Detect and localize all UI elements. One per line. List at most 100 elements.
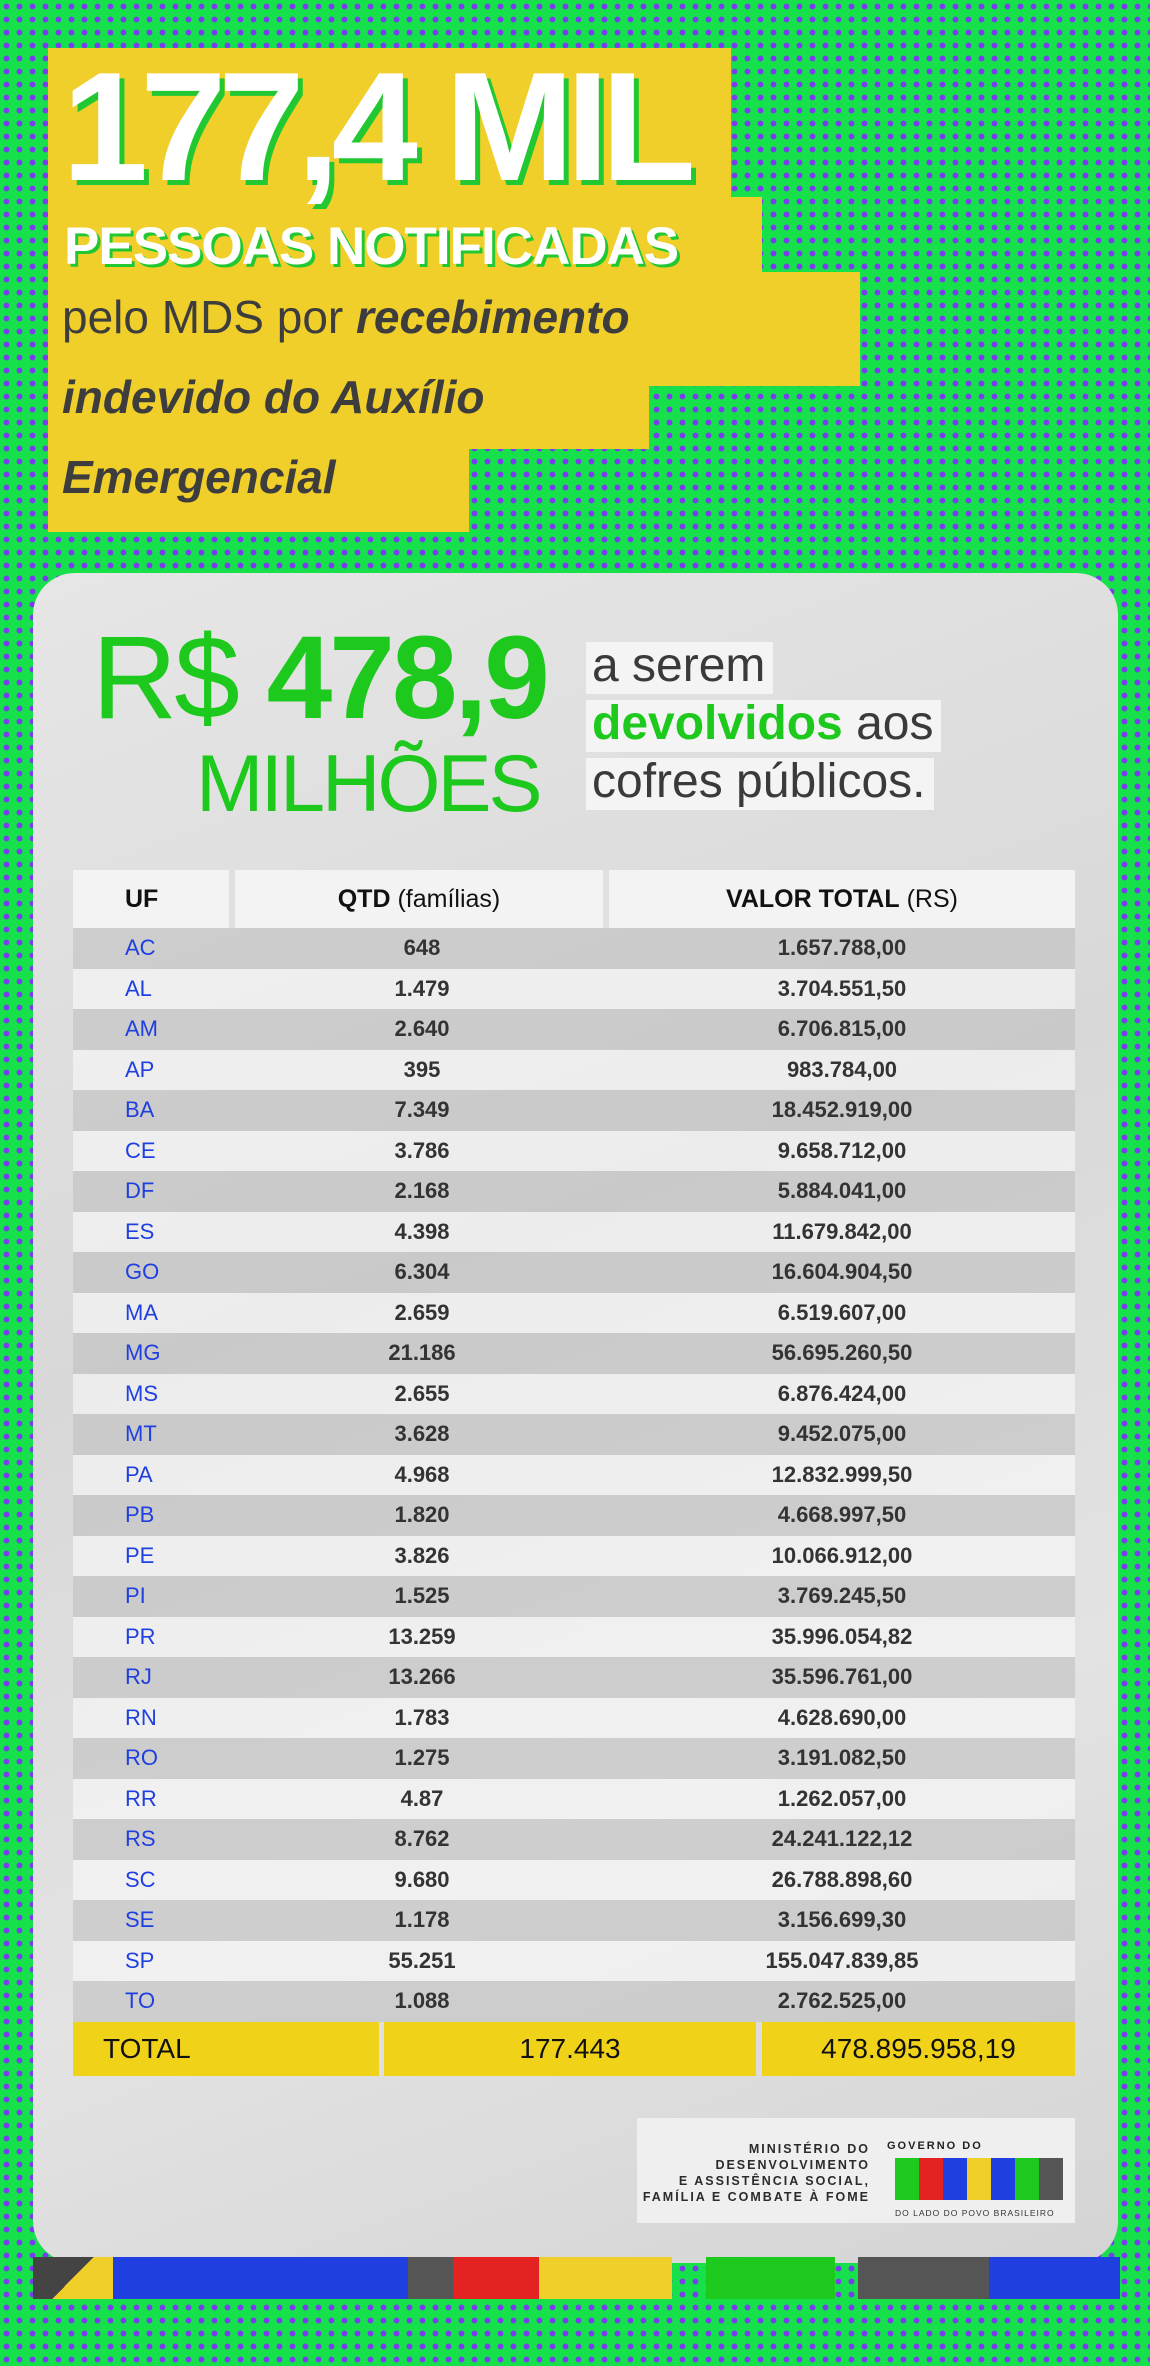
ministry-logo: MINISTÉRIO DO DESENVOLVIMENTO E ASSISTÊN… bbox=[643, 2141, 870, 2205]
subheadline: PESSOAS NOTIFICADAS bbox=[64, 217, 679, 276]
cell-qtd: 3.786 bbox=[235, 1130, 609, 1171]
table-row: TO 1.088 2.762.525,00 bbox=[73, 1981, 1075, 2022]
table-row: SC 9.680 26.788.898,60 bbox=[73, 1859, 1075, 1900]
cell-valor: 56.695.260,50 bbox=[609, 1333, 1075, 1374]
cell-uf: AM bbox=[73, 1009, 235, 1050]
stripe bbox=[113, 2257, 408, 2299]
stripe bbox=[453, 2257, 539, 2299]
stripe bbox=[33, 2257, 113, 2299]
cell-qtd: 1.783 bbox=[235, 1697, 609, 1738]
cell-qtd: 1.820 bbox=[235, 1495, 609, 1536]
cell-valor: 3.704.551,50 bbox=[609, 968, 1075, 1009]
cell-valor: 3.156.699,30 bbox=[609, 1900, 1075, 1941]
table-row: PB 1.820 4.668.997,50 bbox=[73, 1495, 1075, 1536]
text: VALOR TOTAL bbox=[726, 884, 900, 913]
cell-uf: GO bbox=[73, 1252, 235, 1293]
cell-uf: MT bbox=[73, 1414, 235, 1455]
cell-uf: AL bbox=[73, 968, 235, 1009]
cell-uf: PA bbox=[73, 1454, 235, 1495]
text: Auxílio bbox=[331, 371, 485, 423]
stripe bbox=[539, 2257, 672, 2299]
cell-valor: 3.191.082,50 bbox=[609, 1738, 1075, 1779]
cell-valor: 155.047.839,85 bbox=[609, 1940, 1075, 1981]
cell-qtd: 2.168 bbox=[235, 1171, 609, 1212]
text: QTD bbox=[337, 884, 391, 913]
gov-tagline: DO LADO DO POVO BRASILEIRO bbox=[895, 2208, 1055, 2218]
cell-valor: 1.657.788,00 bbox=[609, 928, 1075, 969]
cell-uf: RR bbox=[73, 1778, 235, 1819]
cell-qtd: 4.87 bbox=[235, 1778, 609, 1819]
table-row: AC 648 1.657.788,00 bbox=[73, 928, 1075, 969]
cell-uf: PR bbox=[73, 1616, 235, 1657]
text: recebimento bbox=[356, 291, 630, 343]
header-qtd: QTD (famílias) bbox=[235, 870, 609, 928]
total-label: TOTAL bbox=[73, 2022, 379, 2076]
cell-qtd: 1.275 bbox=[235, 1738, 609, 1779]
cell-uf: RO bbox=[73, 1738, 235, 1779]
cell-valor: 1.262.057,00 bbox=[609, 1778, 1075, 1819]
cell-qtd: 3.826 bbox=[235, 1535, 609, 1576]
cell-uf: TO bbox=[73, 1981, 235, 2022]
cell-uf: ES bbox=[73, 1211, 235, 1252]
cell-uf: MS bbox=[73, 1373, 235, 1414]
cell-qtd: 1.525 bbox=[235, 1576, 609, 1617]
cell-valor: 24.241.122,12 bbox=[609, 1819, 1075, 1860]
headline: 177,4 MIL bbox=[62, 40, 696, 213]
headline-bg bbox=[48, 447, 469, 532]
cell-qtd: 1.479 bbox=[235, 968, 609, 1009]
cell-valor: 12.832.999,50 bbox=[609, 1454, 1075, 1495]
uf-table: UF QTD (famílias) VALOR TOTAL (RS) AC 648… bbox=[73, 870, 1075, 2022]
text: pelo MDS por bbox=[62, 291, 357, 343]
currency: R$ bbox=[92, 612, 240, 744]
text: (famílias) bbox=[390, 884, 501, 913]
cell-qtd: 13.266 bbox=[235, 1657, 609, 1698]
cell-valor: 3.769.245,50 bbox=[609, 1576, 1075, 1617]
table-row: PA 4.968 12.832.999,50 bbox=[73, 1454, 1075, 1495]
cell-uf: AP bbox=[73, 1049, 235, 1090]
table-row: RJ 13.266 35.596.761,00 bbox=[73, 1657, 1075, 1698]
cell-uf: PE bbox=[73, 1535, 235, 1576]
amount: 478,9 bbox=[266, 612, 550, 744]
table-row: RR 4.87 1.262.057,00 bbox=[73, 1778, 1075, 1819]
cell-qtd: 6.304 bbox=[235, 1252, 609, 1293]
table-row: MS 2.655 6.876.424,00 bbox=[73, 1373, 1075, 1414]
text: E ASSISTÊNCIA SOCIAL, bbox=[678, 2174, 870, 2188]
cell-qtd: 2.655 bbox=[235, 1373, 609, 1414]
cell-qtd: 4.398 bbox=[235, 1211, 609, 1252]
cell-qtd: 1.088 bbox=[235, 1981, 609, 2022]
cell-valor: 9.658.712,00 bbox=[609, 1130, 1075, 1171]
brasil-logo bbox=[895, 2158, 1063, 2200]
cell-valor: 18.452.919,00 bbox=[609, 1090, 1075, 1131]
cell-uf: CE bbox=[73, 1130, 235, 1171]
cell-qtd: 2.659 bbox=[235, 1292, 609, 1333]
table-row: BA 7.349 18.452.919,00 bbox=[73, 1090, 1075, 1131]
footer-logos: MINISTÉRIO DO DESENVOLVIMENTO E ASSISTÊN… bbox=[637, 2118, 1075, 2223]
stripe bbox=[408, 2257, 453, 2299]
cell-valor: 2.762.525,00 bbox=[609, 1981, 1075, 2022]
table-row: DF 2.168 5.884.041,00 bbox=[73, 1171, 1075, 1212]
table-row: AM 2.640 6.706.815,00 bbox=[73, 1009, 1075, 1050]
headline-bg bbox=[48, 272, 860, 386]
cell-valor: 6.706.815,00 bbox=[609, 1009, 1075, 1050]
cell-qtd: 395 bbox=[235, 1049, 609, 1090]
cell-valor: 35.596.761,00 bbox=[609, 1657, 1075, 1698]
cell-qtd: 7.349 bbox=[235, 1090, 609, 1131]
table-row: AL 1.479 3.704.551,50 bbox=[73, 968, 1075, 1009]
amount-unit: MILHÕES bbox=[196, 739, 543, 829]
table-row: PR 13.259 35.996.054,82 bbox=[73, 1616, 1075, 1657]
cell-qtd: 1.178 bbox=[235, 1900, 609, 1941]
headline-line-1: pelo MDS por recebimento bbox=[62, 294, 630, 340]
stripe bbox=[706, 2257, 835, 2299]
cell-uf: PI bbox=[73, 1576, 235, 1617]
text: DESENVOLVIMENTO bbox=[715, 2158, 870, 2172]
gov-top: GOVERNO DO bbox=[887, 2140, 983, 2152]
table-row: MT 3.628 9.452.075,00 bbox=[73, 1414, 1075, 1455]
cell-uf: DF bbox=[73, 1171, 235, 1212]
cell-valor: 35.996.054,82 bbox=[609, 1616, 1075, 1657]
text: (RS) bbox=[899, 884, 958, 913]
cell-uf: MA bbox=[73, 1292, 235, 1333]
headline-bg bbox=[48, 384, 649, 449]
cell-qtd: 3.628 bbox=[235, 1414, 609, 1455]
cell-uf: MG bbox=[73, 1333, 235, 1374]
table-row: SE 1.178 3.156.699,30 bbox=[73, 1900, 1075, 1941]
